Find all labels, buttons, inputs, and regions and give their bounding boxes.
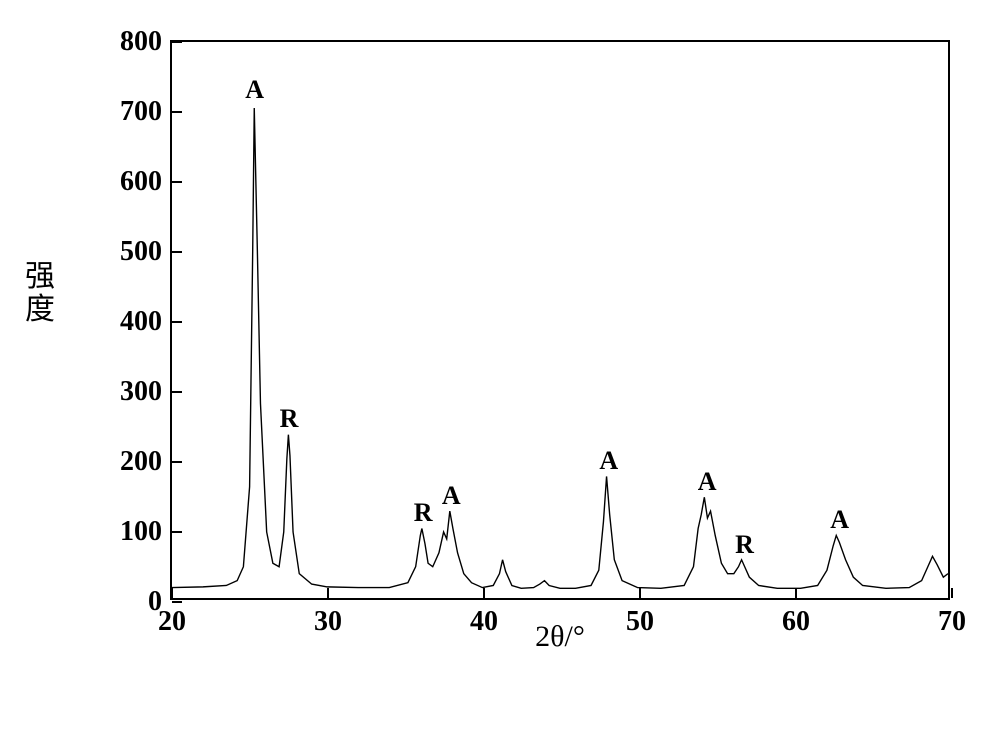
peak-label-a: A	[599, 446, 618, 476]
y-tick-label: 400	[120, 306, 162, 338]
x-tick	[483, 588, 485, 598]
x-tick	[327, 588, 329, 598]
y-axis-label: 强 度	[20, 260, 60, 326]
peak-label-r: R	[735, 530, 754, 560]
y-tick	[172, 251, 182, 253]
y-tick-label: 200	[120, 446, 162, 478]
y-tick-label: 700	[120, 96, 162, 128]
xrd-figure: 强 度 010020030040050060070080020304050607…	[0, 0, 1000, 729]
y-tick	[172, 531, 182, 533]
peak-label-r: R	[414, 498, 433, 528]
peak-label-a: A	[830, 505, 849, 535]
y-axis-label-char-1: 强	[20, 260, 60, 293]
plot-area: 0100200300400500600700800203040506070ARR…	[170, 40, 950, 600]
y-tick	[172, 111, 182, 113]
x-axis-label: 2θ/°	[170, 620, 950, 654]
x-tick	[951, 588, 953, 598]
y-tick-label: 500	[120, 236, 162, 268]
y-tick-label: 600	[120, 166, 162, 198]
y-tick-label: 100	[120, 516, 162, 548]
y-tick	[172, 461, 182, 463]
peak-label-a: A	[442, 481, 461, 511]
y-tick	[172, 181, 182, 183]
y-tick-label: 800	[120, 26, 162, 58]
x-tick	[171, 588, 173, 598]
x-tick	[795, 588, 797, 598]
x-tick	[639, 588, 641, 598]
y-tick	[172, 601, 182, 603]
peak-label-a: A	[698, 467, 717, 497]
y-tick-label: 300	[120, 376, 162, 408]
y-tick	[172, 391, 182, 393]
peak-label-a: A	[245, 75, 264, 105]
y-axis-label-char-2: 度	[20, 293, 60, 326]
y-tick	[172, 41, 182, 43]
y-tick	[172, 321, 182, 323]
peak-label-r: R	[280, 404, 299, 434]
